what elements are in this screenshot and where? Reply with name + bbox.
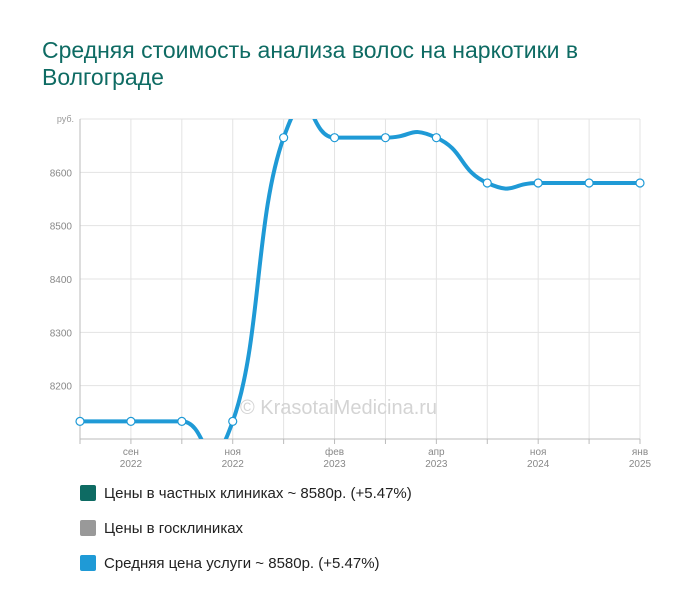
x-tick-label-month: апр (428, 447, 445, 458)
data-point (228, 416, 238, 426)
legend-label-state: Цены в госклиниках (104, 519, 244, 537)
data-point (635, 178, 645, 188)
y-tick-label: 8400 (50, 275, 73, 286)
y-tick-label: 8200 (50, 382, 73, 393)
y-tick-label: 8300 (50, 328, 73, 339)
data-point (329, 133, 340, 143)
chart-title: Средняя стоимость анализа волос на нарко… (42, 37, 579, 90)
legend-label-private: Цены в частных клиниках ~ 8580р. (+5.47%… (104, 484, 412, 502)
x-tick-label-year: 2023 (425, 459, 448, 470)
x-tick-label-year: 2023 (323, 459, 346, 470)
y-tick-label: 8500 (50, 222, 73, 233)
legend-item-state[interactable]: Цены в госклиниках (80, 519, 412, 537)
legend-item-private[interactable]: Цены в частных клиниках ~ 8580р. (+5.47%… (80, 484, 412, 502)
watermark: © KrasotaiMedicina.ru (240, 397, 438, 419)
x-tick-label-year: 2022 (222, 459, 245, 470)
data-point (75, 416, 85, 426)
series-line-average (80, 119, 640, 439)
series-layer (75, 119, 645, 439)
legend-item-average[interactable]: Средняя цена услуги ~ 8580р. (+5.47%) (80, 554, 412, 572)
x-tick-label-year: 2022 (120, 459, 143, 470)
x-tick-label-month: сен (123, 447, 139, 458)
data-point (431, 133, 441, 143)
legend-swatch-average (80, 555, 96, 571)
grid (79, 118, 641, 439)
x-tick-label-month: янв (632, 447, 648, 458)
data-point (279, 133, 289, 143)
y-unit-label: руб. (57, 114, 74, 124)
x-tick-label-year: 2024 (527, 459, 550, 470)
series-average (80, 119, 640, 439)
data-point (126, 416, 136, 426)
x-tick-label-month: ноя (224, 447, 241, 458)
data-point (533, 178, 543, 188)
legend-swatch-private (80, 485, 96, 501)
legend: Цены в частных клиниках ~ 8580р. (+5.47%… (80, 484, 412, 589)
data-point (482, 178, 492, 188)
x-tick-label-month: ноя (530, 447, 547, 458)
y-tick-label: 8600 (50, 168, 73, 179)
data-point (584, 178, 594, 188)
legend-swatch-state (80, 520, 96, 536)
x-tick-label-month: фев (325, 446, 344, 458)
axes: 82008300840085008600руб.сен2022ноя2022фе… (50, 114, 652, 470)
x-tick-label-year: 2025 (629, 459, 652, 470)
data-point (177, 416, 187, 426)
legend-label-average: Средняя цена услуги ~ 8580р. (+5.47%) (104, 554, 380, 572)
data-point (380, 133, 391, 143)
